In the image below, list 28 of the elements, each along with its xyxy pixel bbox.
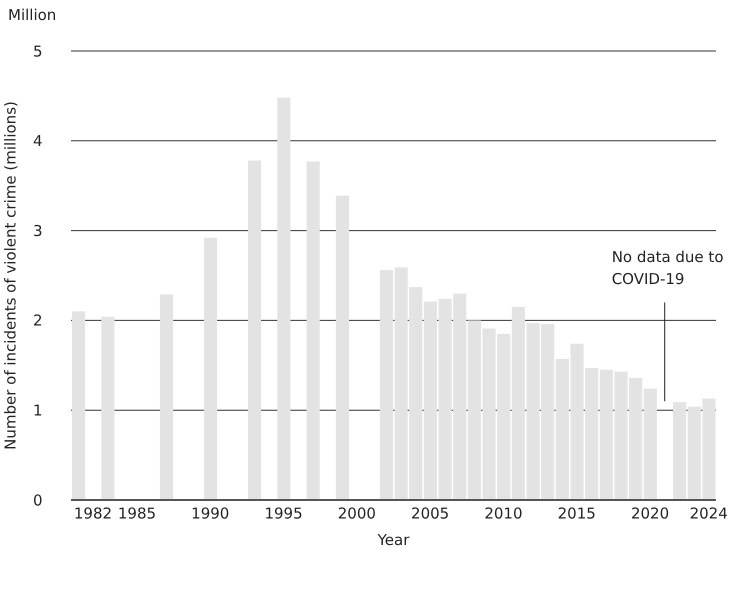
x-tick-label: 1985 bbox=[118, 504, 156, 523]
x-tick-label: 1982 bbox=[74, 504, 112, 523]
bar bbox=[160, 294, 174, 500]
x-tick-label: 2010 bbox=[484, 504, 523, 523]
text: Million bbox=[8, 6, 56, 24]
y-tick-label: 0 bbox=[33, 491, 43, 510]
bar bbox=[101, 316, 115, 500]
bar bbox=[336, 196, 350, 500]
bar bbox=[248, 160, 262, 500]
bar bbox=[204, 238, 218, 500]
y-tick-label: 1 bbox=[33, 402, 43, 420]
x-tick-label: 1995 bbox=[264, 504, 303, 523]
x-axis-title: Year bbox=[376, 531, 410, 549]
x-tick-label: 2020 bbox=[630, 504, 670, 523]
annotation: No data due to COVID-19 bbox=[612, 247, 724, 290]
x-tick-label: 2024 bbox=[690, 504, 728, 523]
bar bbox=[277, 98, 290, 500]
x-tick-label: 2000 bbox=[338, 504, 376, 523]
bar bbox=[72, 311, 86, 500]
x-tick-label: 1990 bbox=[191, 504, 230, 523]
y-tick-label: 4 bbox=[33, 132, 43, 150]
x-tick-label: 2005 bbox=[411, 504, 450, 523]
y-tick-label: 3 bbox=[33, 222, 43, 240]
y-tick-label: 2 bbox=[33, 312, 43, 330]
x-tick-label: 2015 bbox=[558, 504, 596, 523]
y-axis-title: Number of incidents of violent crime (millions) bbox=[1, 101, 20, 450]
bar bbox=[306, 161, 320, 500]
y-tick-label: 5 bbox=[33, 42, 43, 60]
